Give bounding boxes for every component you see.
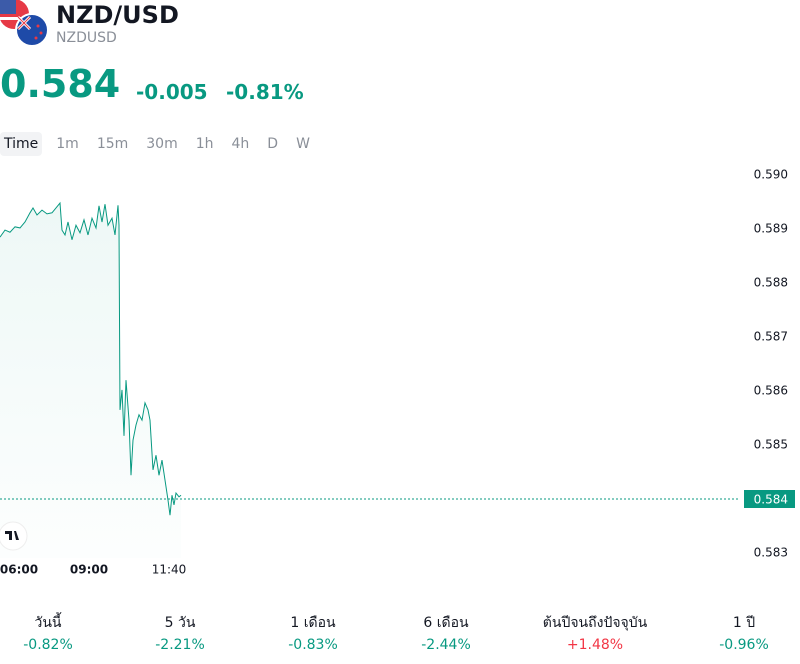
flags xyxy=(0,0,50,50)
interval-tab[interactable]: 4h xyxy=(231,136,250,152)
period-change: +1.48% xyxy=(566,637,624,653)
performance-item[interactable]: 1 ปี -0.96% xyxy=(719,612,769,653)
period-label: 5 วัน xyxy=(164,615,196,631)
ticker: NZDUSD xyxy=(56,30,117,46)
performance-item[interactable]: 1 เดือน -0.83% xyxy=(288,612,338,653)
period-label: 6 เดือน xyxy=(423,615,469,631)
period-change: -0.82% xyxy=(23,637,73,653)
x-tick-label: 06:00 xyxy=(0,563,38,577)
symbol: NZD/USD xyxy=(56,1,179,29)
performance-item[interactable]: ต้นปีจนถึงปัจจุบัน +1.48% xyxy=(543,612,647,653)
interval-tab[interactable]: 1h xyxy=(195,136,214,152)
x-tick-label: 11:40 xyxy=(152,563,187,577)
period-label: ต้นปีจนถึงปัจจุบัน xyxy=(542,615,648,631)
price-line xyxy=(0,201,182,516)
interval-tab[interactable]: 1m xyxy=(56,136,79,152)
y-tick-label: 0.583 xyxy=(754,546,788,560)
change-percent: -0.81% xyxy=(226,80,304,104)
period-change: -2.44% xyxy=(421,637,471,653)
last-price-box xyxy=(744,490,795,508)
interval-tab[interactable]: W xyxy=(296,136,310,152)
performance-item[interactable]: วันนี้ -0.82% xyxy=(23,612,73,653)
area xyxy=(0,203,181,558)
period-change: -0.96% xyxy=(719,637,769,653)
plot-area: 0.590 0.589 0.588 0.587 0.586 0.585 0.583 xyxy=(0,168,788,560)
last-price-label: 0.584 xyxy=(754,493,788,507)
performance-item[interactable]: 6 เดือน -2.44% xyxy=(421,612,471,653)
chart: 0.590 0.589 0.588 0.587 0.586 0.585 0.583 06:0… xyxy=(0,168,795,577)
y-tick-label: 0.590 xyxy=(754,168,788,182)
tv-logo xyxy=(0,521,28,551)
y-tick-label: 0.586 xyxy=(754,384,788,398)
y-tick-label: 0.588 xyxy=(754,276,788,290)
performance: วันนี้ -0.82% 5 วัน -2.21% 1 เดือน -0.83% 6 เด… xyxy=(0,612,800,662)
period-change: -0.83% xyxy=(288,637,338,653)
y-tick-label: 0.589 xyxy=(754,222,788,236)
period-label: 1 ปี xyxy=(732,615,756,631)
interval-tab[interactable]: D xyxy=(267,136,279,152)
change: -0.005 xyxy=(136,80,208,104)
interval-tabs: Time 1m 15m 30m 1h 4h D W xyxy=(0,132,324,156)
performance-item[interactable]: 5 วัน -2.21% xyxy=(155,612,205,653)
interval-tab[interactable]: 15m xyxy=(96,136,129,152)
period-label: วันนี้ xyxy=(34,615,62,631)
interval-tab[interactable]: 30m xyxy=(146,136,178,152)
x-tick-label: 09:00 xyxy=(70,563,108,577)
y-tick-label: 0.587 xyxy=(754,330,788,344)
period-label: 1 เดือน xyxy=(290,615,336,631)
interval-tab[interactable]: Time xyxy=(0,132,43,156)
y-tick-label: 0.585 xyxy=(754,438,788,452)
price: 0.584 xyxy=(0,62,121,106)
period-change: -2.21% xyxy=(155,637,205,653)
